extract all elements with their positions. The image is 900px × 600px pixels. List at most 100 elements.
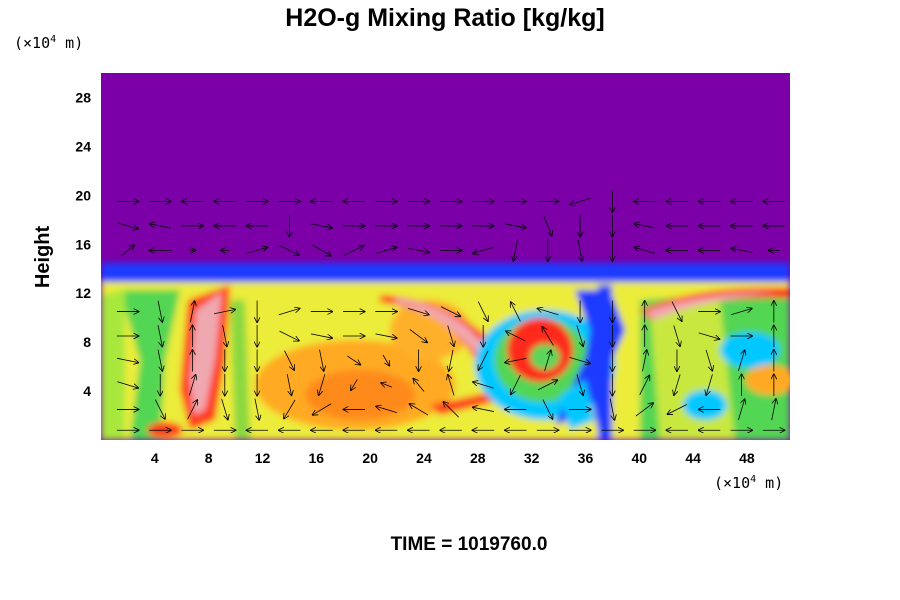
wind-vector-arrow bbox=[278, 308, 300, 316]
wind-vector-arrow bbox=[157, 325, 162, 347]
wind-vector-arrow bbox=[472, 407, 495, 412]
wind-vector-arrow bbox=[382, 354, 390, 366]
wind-vector-arrow bbox=[576, 325, 583, 346]
dry-intrusion-cyan bbox=[560, 380, 595, 430]
y-axis-ticks: 4 8 12 16 20 24 28 bbox=[75, 89, 91, 399]
wind-vector-arrow bbox=[149, 224, 172, 229]
wind-vector-arrow bbox=[544, 350, 551, 372]
wind-vector-arrow bbox=[642, 350, 647, 372]
vortex-inner-green bbox=[530, 344, 560, 370]
wind-vector-arrow bbox=[447, 325, 454, 346]
y-unit-suffix: m) bbox=[56, 34, 83, 52]
wind-vector-arrow bbox=[213, 309, 236, 315]
x-tick-label: 24 bbox=[416, 450, 432, 466]
wind-vector-arrow bbox=[569, 356, 591, 363]
wind-vector-arrow bbox=[246, 247, 268, 254]
wind-vector-arrow bbox=[376, 406, 397, 413]
wind-vector-arrow bbox=[537, 308, 559, 316]
wind-vector-arrow bbox=[730, 308, 752, 316]
wind-vector-arrow bbox=[312, 403, 332, 415]
x-tick-label: 28 bbox=[470, 450, 486, 466]
wind-vector-arrow bbox=[312, 244, 331, 256]
wind-vector-arrow bbox=[477, 301, 488, 322]
wind-vector-arrow bbox=[706, 374, 713, 395]
x-tick-label: 4 bbox=[151, 450, 159, 466]
wind-vector-arrow bbox=[511, 374, 521, 395]
right-orange-blob bbox=[745, 365, 790, 395]
right-red-arc bbox=[640, 287, 790, 320]
x-tick-label: 44 bbox=[685, 450, 701, 466]
vortex-core-left-inner bbox=[305, 370, 415, 420]
wind-vector-arrow bbox=[771, 399, 776, 421]
y-unit-label: (×104 m) bbox=[14, 34, 83, 52]
wind-vector-arrow bbox=[537, 380, 558, 391]
y-tick-label: 16 bbox=[75, 236, 91, 252]
wind-vector-arrow bbox=[671, 301, 682, 322]
wind-vector-arrow bbox=[347, 355, 360, 365]
wind-vector-arrow bbox=[157, 300, 162, 323]
wind-vector-arrow bbox=[639, 375, 650, 395]
wind-vector-arrow bbox=[279, 245, 300, 255]
wind-vector-arrow bbox=[343, 245, 364, 256]
wind-vector-arrow bbox=[705, 349, 712, 371]
wind-vector-arrow bbox=[634, 247, 656, 254]
wind-vector-arrow bbox=[673, 325, 680, 346]
wind-vector-arrow bbox=[381, 383, 392, 387]
heatmap-field bbox=[101, 73, 790, 440]
wind-vector-arrow bbox=[310, 333, 333, 338]
chart-title: H2O-g Mixing Ratio [kg/kg] bbox=[285, 4, 604, 32]
wind-vector-arrow bbox=[511, 302, 521, 322]
wind-vector-arrow bbox=[448, 374, 455, 396]
wind-vector-arrow bbox=[117, 357, 139, 362]
y-tick-label: 28 bbox=[75, 89, 91, 105]
x-unit-exponent: 4 bbox=[750, 474, 756, 485]
wind-vector-arrow bbox=[286, 374, 291, 396]
x-tick-label: 40 bbox=[631, 450, 647, 466]
wind-vector-arrow bbox=[157, 349, 162, 372]
wind-vector-arrow bbox=[117, 381, 138, 388]
wind-vector-arrow bbox=[188, 374, 195, 396]
time-footer: TIME = 1019760.0 bbox=[391, 534, 548, 555]
wind-vector-arrow bbox=[542, 327, 554, 346]
x-axis-ticks: 4 8 12 16 20 24 28 32 36 40 44 48 bbox=[151, 450, 755, 466]
wind-vector-arrow bbox=[319, 374, 326, 395]
wind-vector-arrow bbox=[407, 308, 429, 314]
y-tick-label: 4 bbox=[83, 383, 91, 399]
wind-vector-arrow bbox=[473, 246, 494, 253]
wind-vector-arrow bbox=[222, 325, 227, 347]
right-pink-arc bbox=[645, 292, 780, 320]
y-unit-exponent: 4 bbox=[50, 34, 56, 45]
wind-vector-arrow bbox=[542, 399, 553, 420]
wind-vector-arrow bbox=[254, 398, 259, 421]
right-yellow-zone bbox=[650, 300, 735, 440]
right-cyan-blob-lower bbox=[683, 390, 727, 420]
wind-vector-arrow bbox=[570, 197, 591, 204]
wind-vector-arrow bbox=[576, 374, 583, 395]
wind-vector-arrow bbox=[577, 239, 582, 262]
field-blurred-structure bbox=[101, 263, 790, 440]
x-tick-label: 20 bbox=[362, 450, 378, 466]
x-unit-prefix: (×10 bbox=[714, 474, 750, 492]
wind-vector-arrow bbox=[413, 378, 425, 392]
wind-vector-arrow bbox=[449, 349, 454, 372]
wind-vector-arrow bbox=[310, 223, 333, 228]
wind-vector-arrow bbox=[478, 350, 489, 371]
dry-plume-left-light bbox=[101, 290, 125, 440]
wind-vector-arrow bbox=[506, 331, 526, 342]
wind-vector-arrow bbox=[674, 374, 681, 395]
y-tick-label: 20 bbox=[75, 187, 91, 203]
x-tick-label: 36 bbox=[578, 450, 594, 466]
wind-vector-arrow bbox=[698, 332, 720, 339]
wind-vector-arrow bbox=[284, 350, 294, 371]
dry-plume-left bbox=[120, 290, 180, 440]
wind-vector-arrow bbox=[505, 357, 527, 362]
wind-vector-arrow bbox=[187, 400, 198, 420]
wind-vector-arrow bbox=[634, 224, 656, 229]
wind-vector-arrow bbox=[443, 402, 459, 418]
y-axis-title: Height bbox=[32, 226, 54, 289]
wind-vector-arrow bbox=[473, 382, 494, 389]
wind-vector-arrow bbox=[543, 215, 552, 236]
wind-vector-arrow bbox=[375, 247, 397, 254]
wind-vector-arrow bbox=[738, 350, 744, 372]
wind-vector-arrow bbox=[409, 329, 428, 342]
